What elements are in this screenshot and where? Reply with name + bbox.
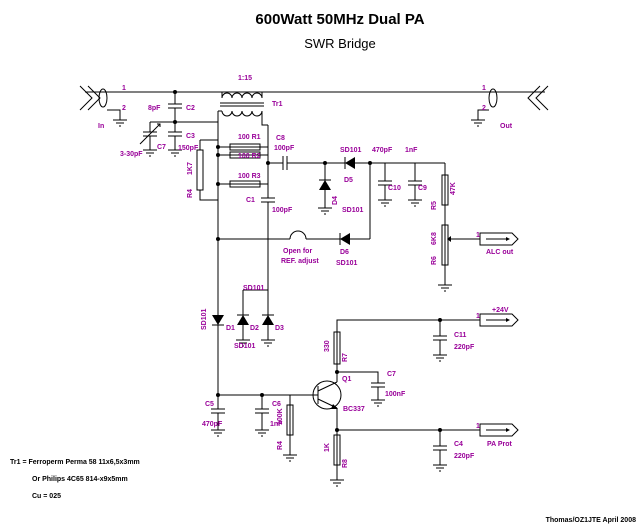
label: Out: [500, 123, 513, 130]
title: 600Watt 50MHz Dual PA: [255, 11, 424, 28]
label: +24V: [492, 307, 509, 314]
pin-number: 1: [476, 313, 480, 320]
label: C3: [186, 133, 195, 140]
label: 100 R1: [238, 134, 261, 141]
label: SD101: [342, 207, 364, 214]
footer: Thomas/OZ1JTE April 2008: [546, 517, 636, 524]
label: C9: [418, 185, 427, 192]
pin-number: 2: [482, 105, 486, 112]
label: 1K7: [187, 162, 194, 175]
pin-number: 1: [476, 232, 480, 239]
label: Open for: [283, 248, 312, 255]
label: D2: [250, 325, 259, 332]
label: 1nF: [405, 147, 418, 154]
label: C7: [157, 144, 166, 151]
label: 100 R3: [238, 173, 261, 180]
label: 1nF: [270, 421, 283, 428]
label: Q1: [342, 376, 351, 383]
label: D6: [340, 249, 349, 256]
label: D1: [226, 325, 235, 332]
label: C6: [272, 401, 281, 408]
label: C7: [387, 371, 396, 378]
label: 470pF: [202, 421, 223, 428]
label: D3: [275, 325, 284, 332]
labels: 1:15 In Out 8pF C2 Tr1 C3 150pF 3-30pF C…: [98, 75, 514, 468]
label: PA Prot: [487, 441, 513, 448]
label: R6: [431, 256, 438, 265]
label: 1:15: [238, 75, 252, 82]
label: 47K: [450, 182, 457, 195]
label: 220pF: [454, 453, 475, 460]
label: C4: [454, 441, 463, 448]
note: Or Philips 4C65 814-x9x5mm: [32, 476, 128, 483]
label: R7: [342, 353, 349, 362]
label: 100pF: [274, 145, 295, 152]
label: 150pF: [178, 145, 199, 152]
label: SD101: [340, 147, 362, 154]
pin-number: 1: [476, 423, 480, 430]
label: 6K8: [431, 232, 438, 245]
label: SD101: [234, 343, 256, 350]
label: C8: [276, 135, 285, 142]
label: 220pF: [454, 344, 475, 351]
label: SD101: [201, 308, 208, 330]
wiring: [79, 85, 549, 487]
note: Cu = 025: [32, 493, 61, 500]
subtitle: SWR Bridge: [304, 36, 376, 51]
pin-number: 1: [482, 85, 486, 92]
label: C1: [246, 197, 255, 204]
label: SD101: [243, 285, 265, 292]
pin-number: 1: [122, 85, 126, 92]
label: C10: [388, 185, 401, 192]
label: D4: [332, 196, 339, 205]
label: C2: [186, 105, 195, 112]
label: ALC out: [486, 249, 514, 256]
label: 330: [324, 340, 331, 352]
note: Tr1 = Ferroperm Perma 58 11x6,5x3mm: [10, 459, 140, 466]
label: 100K: [277, 408, 284, 425]
label: C11: [454, 332, 467, 339]
label: R4: [277, 441, 284, 450]
label: R5: [431, 201, 438, 210]
label: R8: [342, 459, 349, 468]
label: 100pF: [272, 207, 293, 214]
label: In: [98, 123, 104, 130]
label: 8pF: [148, 105, 161, 112]
label: D5: [344, 177, 353, 184]
label: 3-30pF: [120, 151, 143, 158]
label: Tr1: [272, 101, 283, 108]
label: C5: [205, 401, 214, 408]
label: BC337: [343, 406, 365, 413]
label: 100 R2: [238, 153, 261, 160]
pin-number: 2: [122, 105, 126, 112]
label: REF. adjust: [281, 258, 319, 265]
label: R4: [187, 189, 194, 198]
label: SD101: [336, 260, 358, 267]
label: 100nF: [385, 391, 406, 398]
label: 1K: [324, 443, 331, 452]
label: 470pF: [372, 147, 393, 154]
